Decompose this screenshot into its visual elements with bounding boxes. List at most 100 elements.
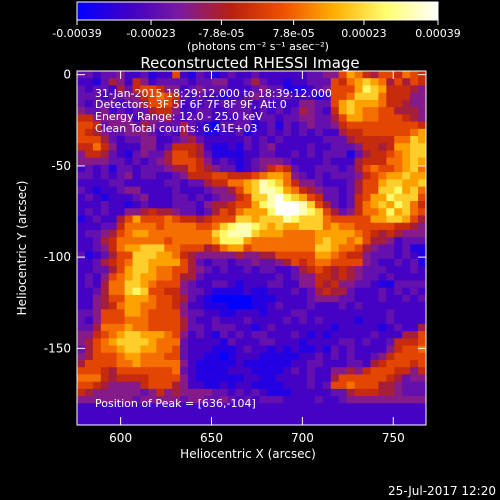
heatmap-cell xyxy=(354,179,364,188)
heatmap-cell xyxy=(188,201,197,209)
heatmap-cell xyxy=(267,85,276,94)
heatmap-cell xyxy=(92,164,102,173)
heatmap-cell xyxy=(291,367,300,376)
heatmap-cell xyxy=(362,403,372,412)
heatmap-cell xyxy=(402,172,411,180)
heatmap-cell xyxy=(124,172,134,180)
heatmap-cell xyxy=(362,417,372,425)
heatmap-cell xyxy=(418,367,426,376)
heatmap-cell xyxy=(203,388,213,397)
heatmap-cell xyxy=(307,258,316,267)
annotation-clean-counts: Clean Total counts: 6.41E+03 xyxy=(95,122,258,135)
heatmap-cell xyxy=(203,396,213,404)
heatmap-cell xyxy=(219,273,229,282)
heatmap-cell xyxy=(211,323,221,332)
heatmap-cell xyxy=(180,287,189,296)
heatmap-cell xyxy=(188,323,197,332)
heatmap-cell xyxy=(386,128,395,137)
heatmap-cell xyxy=(362,352,372,361)
heatmap-cell xyxy=(307,164,316,173)
heatmap-cell xyxy=(148,338,157,347)
heatmap-cell xyxy=(362,280,372,289)
heatmap-cell xyxy=(148,201,157,209)
heatmap-cell xyxy=(378,294,387,303)
heatmap-cell xyxy=(124,417,134,425)
heatmap-cell xyxy=(211,78,221,87)
heatmap-cell xyxy=(180,201,189,209)
heatmap-cell xyxy=(418,215,426,224)
heatmap-cell xyxy=(243,71,253,79)
heatmap-cell xyxy=(267,367,276,376)
heatmap-cell xyxy=(92,114,102,123)
heatmap-cell xyxy=(227,316,237,325)
heatmap-cell xyxy=(402,352,411,361)
heatmap-cell xyxy=(267,215,276,224)
heatmap-cell xyxy=(77,417,86,425)
heatmap-cell xyxy=(394,121,403,130)
heatmap-cell xyxy=(92,367,102,376)
heatmap-cell xyxy=(180,215,189,224)
heatmap-cell xyxy=(378,114,387,123)
heatmap-cell xyxy=(410,229,419,238)
heatmap-cell xyxy=(100,258,110,267)
heatmap-cell xyxy=(100,121,110,130)
heatmap-cell xyxy=(378,85,387,94)
heatmap-cell xyxy=(283,71,292,79)
heatmap-cell xyxy=(275,381,284,390)
heatmap-cell xyxy=(188,381,197,390)
colorbar-tick-label: -0.00023 xyxy=(126,27,175,40)
heatmap-cell xyxy=(124,71,134,79)
heatmap-cell xyxy=(227,157,237,166)
heatmap-cell xyxy=(211,201,221,209)
heatmap-cell xyxy=(140,352,149,361)
heatmap-cell xyxy=(108,92,118,101)
heatmap-cell xyxy=(219,374,229,383)
heatmap-cell xyxy=(267,251,276,260)
heatmap-cell xyxy=(354,85,364,94)
heatmap-cell xyxy=(307,121,316,130)
heatmap-cell xyxy=(108,266,118,274)
heatmap-cell xyxy=(291,201,300,209)
heatmap-cell xyxy=(275,179,284,188)
heatmap-cell xyxy=(156,403,165,412)
heatmap-cell xyxy=(108,157,118,166)
heatmap-cell xyxy=(84,417,94,425)
heatmap-cell xyxy=(243,287,253,296)
heatmap-cell xyxy=(370,388,380,397)
heatmap-cell xyxy=(156,121,165,130)
heatmap-cell xyxy=(291,352,300,361)
heatmap-cell xyxy=(116,410,126,419)
heatmap-cell xyxy=(164,78,173,87)
heatmap-cell xyxy=(164,309,173,318)
heatmap-cell xyxy=(243,294,253,303)
heatmap-cell xyxy=(243,121,253,130)
heatmap-cell xyxy=(219,150,229,159)
heatmap-cell xyxy=(124,345,134,354)
heatmap-cell xyxy=(338,280,348,289)
heatmap-cell xyxy=(116,186,126,195)
heatmap-cell xyxy=(251,302,261,310)
heatmap-cell xyxy=(322,201,332,209)
heatmap-cell xyxy=(346,215,356,224)
heatmap-cell xyxy=(132,92,142,101)
heatmap-cell xyxy=(116,157,126,166)
heatmap-cell xyxy=(402,215,411,224)
heatmap-cell xyxy=(283,172,292,180)
heatmap-cell xyxy=(378,136,387,144)
heatmap-cell xyxy=(267,345,276,354)
heatmap-cell xyxy=(314,208,324,217)
heatmap-cell xyxy=(156,294,165,303)
heatmap-cell xyxy=(77,128,86,137)
heatmap-cell xyxy=(227,193,237,202)
heatmap-cell xyxy=(235,367,245,376)
heatmap-cell xyxy=(402,258,411,267)
heatmap-cell xyxy=(227,237,237,245)
heatmap-cell xyxy=(330,78,340,87)
heatmap-cell xyxy=(386,338,395,347)
heatmap-cell xyxy=(92,201,102,209)
heatmap-cell xyxy=(180,186,189,195)
heatmap-cell xyxy=(307,85,316,94)
heatmap-cell xyxy=(195,403,205,412)
heatmap-cell xyxy=(259,266,268,274)
heatmap-cell xyxy=(378,229,387,238)
